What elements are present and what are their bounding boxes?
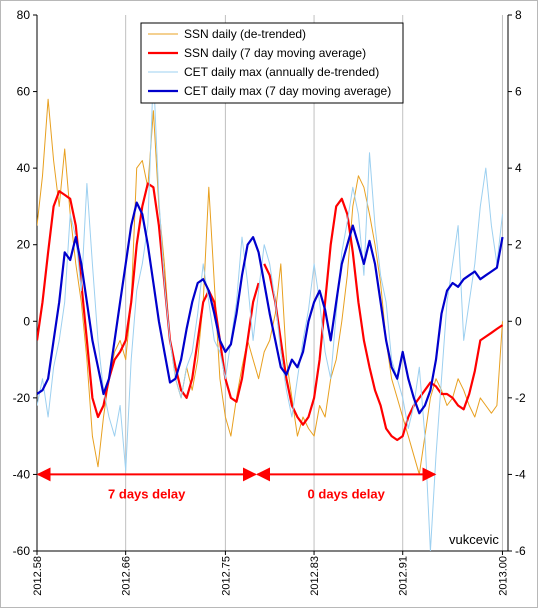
legend-label: SSN daily (7 day moving average) xyxy=(184,46,366,60)
legend-box xyxy=(140,22,404,104)
y-left-tick-label: 60 xyxy=(17,85,31,99)
annotation-layer: 7 days delay 0 days delay xyxy=(36,467,437,501)
legend-label: CET daily max (7 day moving average) xyxy=(184,84,391,98)
x-tick-label: 2012.91 xyxy=(398,556,410,596)
x-tick-label: 2012.75 xyxy=(220,556,232,596)
x-tick-label: 2013.00 xyxy=(497,556,509,596)
x-tick-label: 2012.58 xyxy=(32,556,44,596)
legend-label: CET daily max (annually de-trended) xyxy=(184,65,379,79)
y-left-tick-label: 40 xyxy=(17,161,31,175)
y-left-tick-label: -60 xyxy=(13,544,31,558)
y-left-tick-label: -40 xyxy=(13,467,31,481)
series-layer xyxy=(37,71,504,551)
credit-label: vukcevic xyxy=(449,532,499,547)
y-left-tick-label: 20 xyxy=(17,238,31,252)
x-tick-label: 2012.66 xyxy=(121,556,133,596)
y-left-tick-label: 0 xyxy=(23,314,30,328)
series-line-ssn-daily xyxy=(37,98,503,475)
y-right-tick-label: -6 xyxy=(515,544,526,558)
legend-label: SSN daily (de-trended) xyxy=(184,27,306,41)
series-line-ssn-ma xyxy=(37,182,260,419)
axes-layer: 2012.58 2012.66 2012.75 2012.83 2012.91 2013.… xyxy=(13,8,526,596)
delay-label: 7 days delay xyxy=(108,486,186,501)
series-line-cet-daily xyxy=(37,71,503,551)
y-right-tick-label: -2 xyxy=(515,391,526,405)
x-tick-label: 2012.83 xyxy=(309,556,321,596)
legend: SSN daily (de-trended) SSN daily (7 day m… xyxy=(140,22,404,104)
series-line-ssn-ma xyxy=(263,197,504,442)
y-left-tick-label: -20 xyxy=(13,391,31,405)
y-right-tick-label: -4 xyxy=(515,467,526,481)
delay-label: 0 days delay xyxy=(308,486,386,501)
y-right-tick-label: 2 xyxy=(515,238,522,252)
y-right-tick-label: 8 xyxy=(515,8,522,22)
y-left-tick-label: 80 xyxy=(17,8,31,22)
y-right-tick-label: 4 xyxy=(515,161,522,175)
y-right-tick-label: 0 xyxy=(515,314,522,328)
series-line-cet-ma xyxy=(37,201,504,415)
y-right-tick-label: 6 xyxy=(515,85,522,99)
